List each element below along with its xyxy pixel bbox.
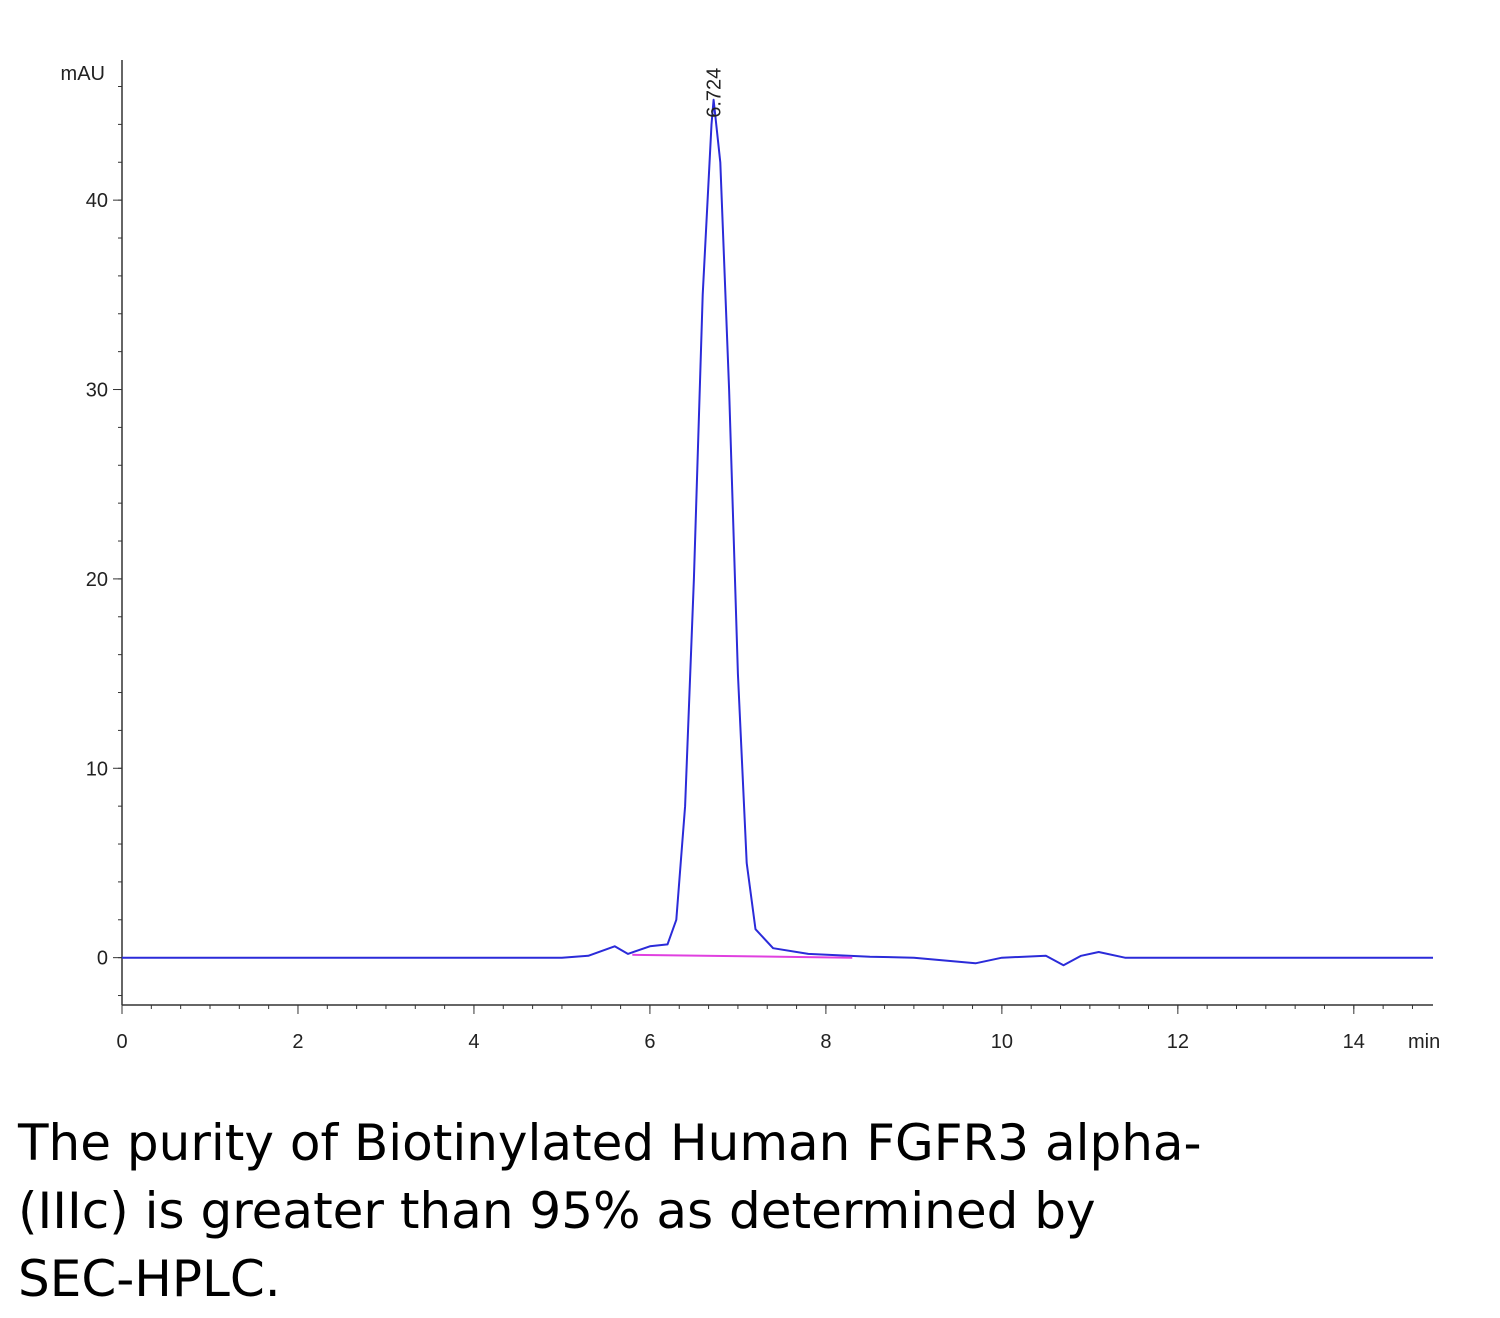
caption-line: The purity of Biotinylated Human FGFR3 a…: [17, 1114, 1202, 1172]
caption-line: (IIIc) is greater than 95% as determined…: [18, 1182, 1096, 1240]
series-line: [122, 98, 1433, 967]
y-tick-label: 10: [86, 758, 108, 780]
x-tick-label: 10: [991, 1031, 1013, 1053]
x-tick-label: 8: [820, 1031, 831, 1053]
x-axis-label: min: [1408, 1031, 1440, 1053]
x-tick-label: 2: [292, 1031, 303, 1053]
y-tick-label: 30: [86, 380, 108, 402]
x-tick-label: 12: [1167, 1031, 1189, 1053]
y-tick-label: 40: [86, 190, 108, 212]
peak-label: 6.724: [704, 68, 726, 118]
y-axis-label: mAU: [61, 63, 105, 85]
x-tick-label: 14: [1343, 1031, 1365, 1053]
x-tick-label: 0: [116, 1031, 127, 1053]
series-line: [632, 953, 853, 959]
x-tick-label: 4: [468, 1031, 479, 1053]
caption-line: SEC-HPLC.: [18, 1250, 281, 1308]
x-tick-label: 6: [644, 1031, 655, 1053]
y-tick-label: 0: [97, 948, 108, 970]
y-tick-label: 20: [86, 569, 108, 591]
